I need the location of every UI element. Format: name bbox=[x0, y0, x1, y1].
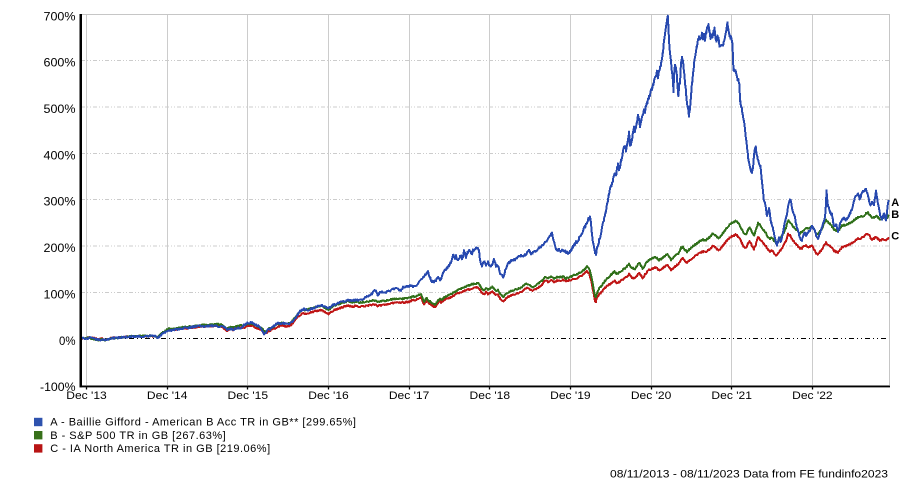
svg-text:Dec '22: Dec '22 bbox=[792, 390, 833, 402]
svg-text:C - IA North America TR in GB: C - IA North America TR in GB [219.06%] bbox=[50, 443, 270, 455]
svg-text:200%: 200% bbox=[44, 241, 76, 255]
svg-text:-100%: -100% bbox=[40, 380, 76, 394]
svg-text:600%: 600% bbox=[44, 56, 76, 70]
svg-text:A - Baillie Gifford - American: A - Baillie Gifford - American B Acc TR … bbox=[50, 417, 356, 429]
svg-text:08/11/2013 - 08/11/2023 Data f: 08/11/2013 - 08/11/2023 Data from FE fun… bbox=[610, 469, 888, 481]
svg-text:Dec '19: Dec '19 bbox=[550, 390, 591, 402]
svg-text:0%: 0% bbox=[59, 334, 76, 348]
svg-text:Dec '16: Dec '16 bbox=[308, 390, 349, 402]
svg-text:300%: 300% bbox=[44, 195, 76, 209]
svg-text:B - S&P 500 TR in GB [267.63%]: B - S&P 500 TR in GB [267.63%] bbox=[50, 430, 226, 442]
svg-text:A: A bbox=[891, 197, 899, 209]
svg-text:100%: 100% bbox=[44, 287, 76, 301]
svg-text:Dec '21: Dec '21 bbox=[711, 390, 752, 402]
svg-text:Dec '15: Dec '15 bbox=[228, 390, 269, 402]
svg-text:Dec '20: Dec '20 bbox=[631, 390, 672, 402]
svg-text:Dec '18: Dec '18 bbox=[470, 390, 511, 402]
svg-text:400%: 400% bbox=[44, 148, 76, 162]
svg-text:Dec '17: Dec '17 bbox=[389, 390, 430, 402]
svg-text:Dec '13: Dec '13 bbox=[66, 390, 107, 402]
svg-text:700%: 700% bbox=[44, 9, 76, 23]
svg-text:B: B bbox=[891, 209, 899, 221]
svg-text:C: C bbox=[891, 231, 899, 243]
svg-text:Dec '14: Dec '14 bbox=[147, 390, 188, 402]
svg-text:500%: 500% bbox=[44, 102, 76, 116]
